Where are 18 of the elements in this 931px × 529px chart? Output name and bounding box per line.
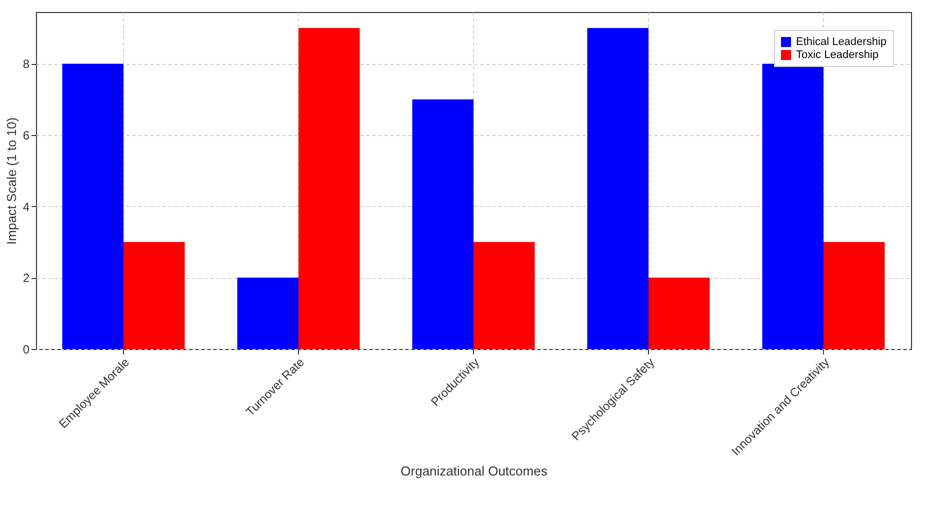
x-axis-title: Organizational Outcomes: [400, 464, 548, 479]
y-axis-title: Impact Scale (1 to 10): [4, 117, 19, 245]
bar: [298, 28, 360, 349]
legend-label: Toxic Leadership: [796, 49, 879, 61]
y-tick-label: 6: [22, 128, 30, 143]
y-tick-label: 4: [22, 200, 30, 214]
y-tick-label: 8: [22, 57, 30, 72]
bar: [412, 99, 474, 349]
bar: [587, 28, 648, 349]
bar: [62, 64, 124, 349]
bar: [237, 278, 298, 349]
bar: [474, 242, 535, 349]
y-tick-label: 2: [22, 271, 30, 286]
bar: [824, 242, 885, 349]
y-tick-label: 0: [22, 342, 30, 356]
legend-label: Ethical Leadership: [796, 36, 887, 48]
bar: [648, 278, 710, 349]
bar: [124, 242, 185, 349]
